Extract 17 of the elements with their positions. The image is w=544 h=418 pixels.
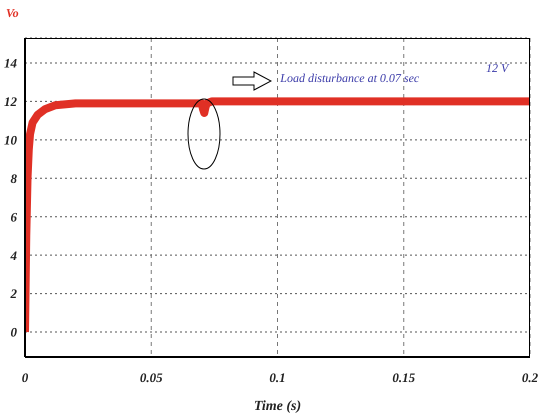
y-tick-label: 6	[10, 209, 18, 224]
x-tick-label: 0.2	[522, 370, 539, 386]
annotation: Load disturbance at 0.07 sec	[280, 70, 420, 86]
y-tick-label: 10	[4, 132, 18, 148]
y-tick-label: 12	[4, 94, 18, 110]
x-tick-label: 0.05	[140, 370, 164, 386]
x-tick-label: 0.1	[269, 370, 286, 386]
x-tick-label: 0	[22, 370, 29, 386]
annotation: 12 V	[486, 61, 508, 76]
y-tick-label: 0	[10, 324, 18, 340]
x-tick-label: 0.15	[392, 370, 416, 386]
x-axis-title: Time (s)	[254, 399, 302, 414]
y-axis-title: Vo	[6, 6, 19, 21]
y-tick-label: 8	[10, 170, 18, 186]
y-tick-label: 4	[10, 248, 18, 263]
y-tick-label: 2	[10, 286, 18, 302]
y-tick-label: 14	[4, 56, 18, 71]
